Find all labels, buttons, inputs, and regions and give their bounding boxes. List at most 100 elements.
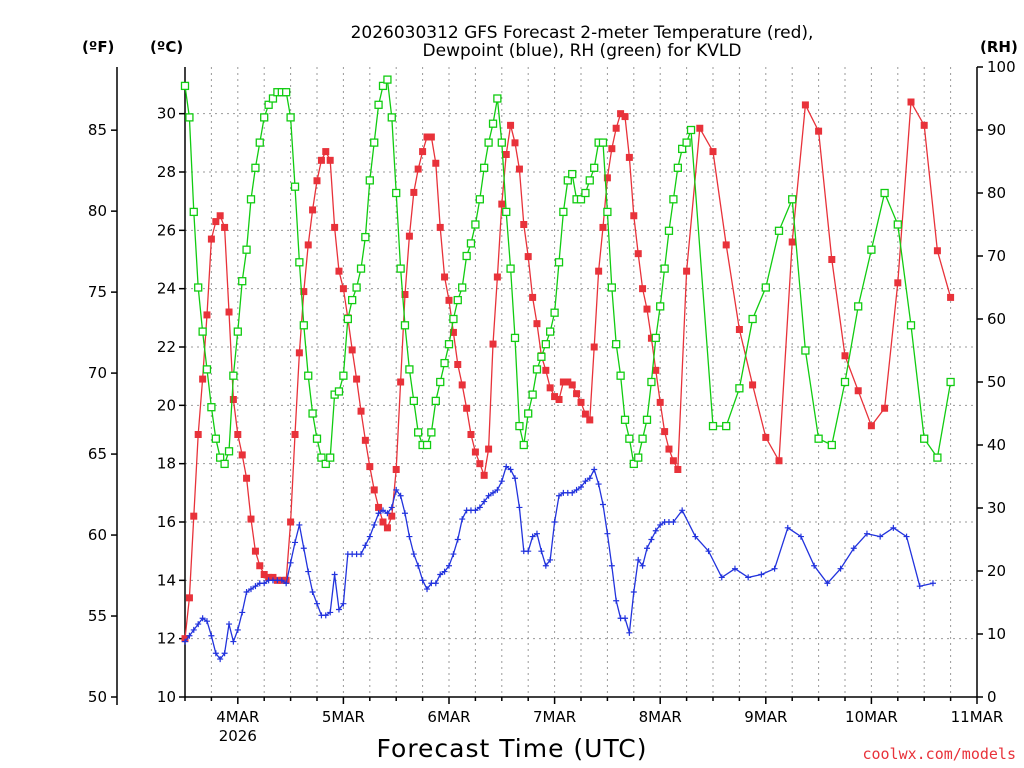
rh-point [308, 409, 317, 418]
temperature-point [489, 340, 497, 348]
rh-point [788, 195, 797, 204]
rh-point [651, 333, 660, 343]
rh-point [312, 434, 322, 443]
rh-point [946, 377, 955, 387]
temperature-point [559, 378, 567, 386]
dewpoint-point [929, 580, 936, 587]
temperature-point [608, 145, 616, 153]
dewpoint-point [450, 551, 457, 558]
dewpoint-point [226, 621, 233, 628]
rh-tick-label: 70 [987, 247, 1006, 265]
temperature-point [493, 273, 501, 281]
temperature-point [828, 256, 836, 263]
temperature-point [454, 361, 462, 368]
dewpoint-point [877, 533, 884, 540]
dewpoint-point [890, 524, 897, 531]
temperature-point [383, 524, 391, 532]
rh-point [260, 113, 269, 122]
chart-title-line1: 2026030312 GFS Forecast 2-meter Temperat… [351, 23, 814, 43]
dewpoint-point [283, 580, 290, 587]
rh-point [431, 396, 440, 406]
dewpoint-point [309, 589, 316, 595]
temperature-point [520, 221, 528, 228]
rh-point [537, 352, 546, 361]
dewpoint-point [525, 548, 532, 555]
rh-point [449, 314, 458, 324]
temperature-point [841, 352, 849, 360]
temperature-point [529, 293, 537, 301]
temperature-point [947, 293, 955, 301]
dewpoint-point [569, 489, 576, 496]
dewpoint-point [305, 568, 312, 575]
temperature-point [295, 349, 303, 357]
temperature-point [894, 279, 902, 287]
rh-point [405, 365, 414, 374]
rh-point [585, 176, 594, 185]
rh-tick-label: 100 [987, 58, 1016, 76]
temperature-point [630, 212, 638, 220]
temperature-point [647, 334, 655, 342]
rh-point [682, 138, 691, 147]
x-tick-label: 6MAR [427, 708, 470, 726]
rh-point [568, 169, 577, 179]
dewpoint-point [529, 533, 536, 540]
dewpoint-point [358, 551, 365, 558]
temperature-point [634, 250, 642, 258]
temperature-point [881, 404, 889, 412]
temperature-point [432, 159, 440, 167]
celsius-tick-label: 20 [157, 396, 176, 414]
dewpoint-point [446, 562, 452, 569]
temperature-point [405, 232, 413, 240]
temperature-point [203, 311, 211, 319]
rh-point [515, 421, 524, 431]
dewpoint-point [212, 650, 219, 657]
temperature-point [533, 320, 541, 328]
temperature-point [190, 512, 198, 520]
temperature-point [524, 253, 532, 261]
temperature-point [335, 267, 343, 275]
dewpoint-point [419, 577, 426, 584]
rh-unit-label: (RH) [980, 38, 1018, 56]
gridlines [185, 67, 977, 697]
dewpoint-point [182, 638, 188, 645]
temperature-point [436, 223, 444, 231]
rh-tick-label: 90 [987, 121, 1006, 139]
rh-point [647, 377, 656, 387]
temperature-point [427, 133, 435, 141]
rh-point [348, 295, 357, 305]
rh-point [370, 138, 379, 147]
rh-point [612, 340, 621, 349]
temperature-point [401, 291, 409, 298]
dewpoint-point [234, 626, 241, 633]
dewpoint-point [481, 498, 488, 505]
fahrenheit-tick-label: 85 [88, 121, 107, 139]
rh-point [229, 371, 238, 380]
temperature-point [735, 326, 743, 333]
temperature-point [441, 273, 449, 281]
dewpoint-point [586, 475, 593, 482]
rh-point [400, 321, 410, 330]
dewpoint-point [388, 504, 395, 511]
temperature-point [669, 457, 677, 465]
rh-point [634, 453, 643, 462]
rh-point [524, 409, 533, 418]
celsius-tick-label: 28 [157, 163, 176, 181]
rh-point [458, 283, 467, 292]
rh-point [735, 384, 744, 393]
dewpoint-point [630, 589, 637, 595]
temperature-point [542, 366, 550, 374]
rh-point [590, 163, 599, 172]
temperature-point [511, 139, 519, 147]
x-tick-label: 8MAR [639, 708, 682, 726]
dewpoint-point [199, 615, 206, 622]
temperature-point [471, 448, 479, 456]
rh-point [686, 125, 696, 135]
fahrenheit-tick-label: 75 [88, 283, 107, 301]
dewpoint-point [916, 583, 923, 590]
rh-point [211, 434, 220, 443]
data-series [180, 75, 955, 663]
temperature-point [762, 433, 770, 441]
dewpoint-point [498, 478, 505, 485]
rh-point [510, 333, 520, 343]
rh-point [867, 245, 876, 254]
